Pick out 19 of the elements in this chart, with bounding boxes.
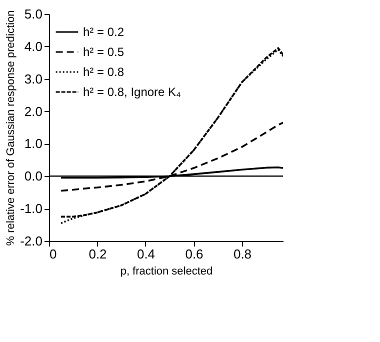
x-tick-label: 0.6 xyxy=(185,246,204,262)
legend-label: h² = 0.5 xyxy=(83,45,124,59)
x-tick-label: 0.4 xyxy=(136,246,156,262)
y-tick-label: 3.0 xyxy=(24,71,42,86)
y-tick-label: -2.0 xyxy=(20,234,42,248)
legend-label: h² = 0.8 xyxy=(83,65,124,79)
y-tick-label: 5.0 xyxy=(24,6,42,22)
x-tick-label: 0.2 xyxy=(88,246,107,262)
x-tick-label: 0 xyxy=(50,246,57,262)
y-tick-label: -1.0 xyxy=(20,201,42,216)
legend-label: h² = 0.2 xyxy=(83,25,124,39)
legend-label: h² = 0.8, Ignore K₄ xyxy=(83,85,182,99)
y-tick-label: 1.0 xyxy=(24,136,42,152)
y-axis-title: % relative error of Gaussian response prediction xyxy=(5,10,18,246)
y-tick-label: 4.0 xyxy=(24,38,42,54)
y-tick-label: 0.0 xyxy=(24,168,42,184)
x-axis-title: p, fraction selected xyxy=(120,266,213,278)
x-tick-label: 0.8 xyxy=(233,246,252,262)
y-tick-label: 2.0 xyxy=(24,104,42,119)
